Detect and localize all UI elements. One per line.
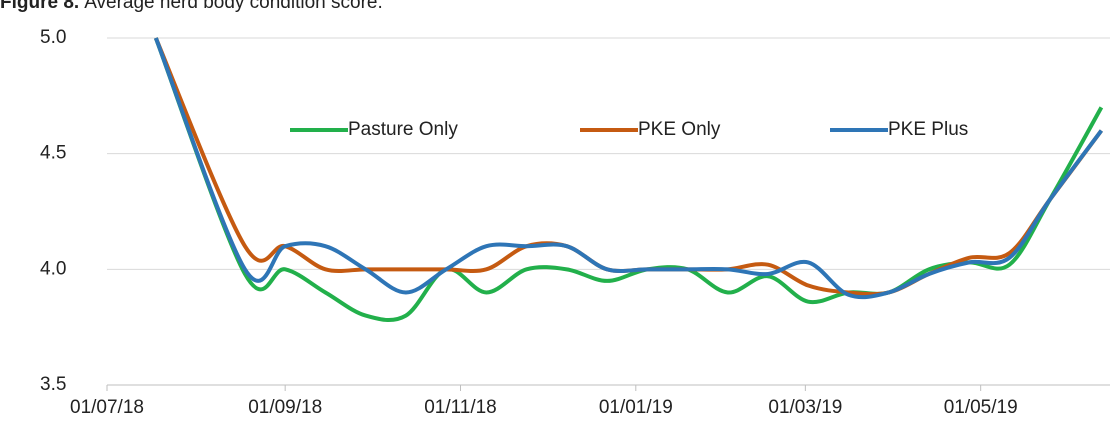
series-line — [154, 37, 1103, 297]
legend-label: Pasture Only — [348, 119, 458, 140]
title-label: Figure 8. — [0, 0, 79, 13]
chart-title: Figure 8. Average herd body condition sco… — [0, 0, 383, 13]
series-line — [153, 37, 1104, 323]
legend-label: PKE Only — [638, 119, 721, 140]
legend-label: PKE Plus — [888, 119, 968, 140]
x-tick-label: 01/03/19 — [768, 397, 842, 418]
x-tick-label: 01/09/18 — [248, 397, 322, 418]
title-text: Average herd body condition score. — [84, 0, 383, 13]
y-tick-label: 5.0 — [40, 27, 66, 48]
x-tick-label: 01/07/18 — [70, 397, 144, 418]
x-tick-label: 01/01/19 — [599, 397, 673, 418]
x-tick-label: 01/05/19 — [944, 397, 1018, 418]
y-tick-label: 3.5 — [40, 374, 66, 395]
x-tick-label: 01/11/18 — [424, 397, 497, 418]
series-line — [153, 37, 1103, 300]
y-tick-label: 4.5 — [40, 143, 66, 164]
y-tick-label: 4.0 — [40, 258, 66, 279]
